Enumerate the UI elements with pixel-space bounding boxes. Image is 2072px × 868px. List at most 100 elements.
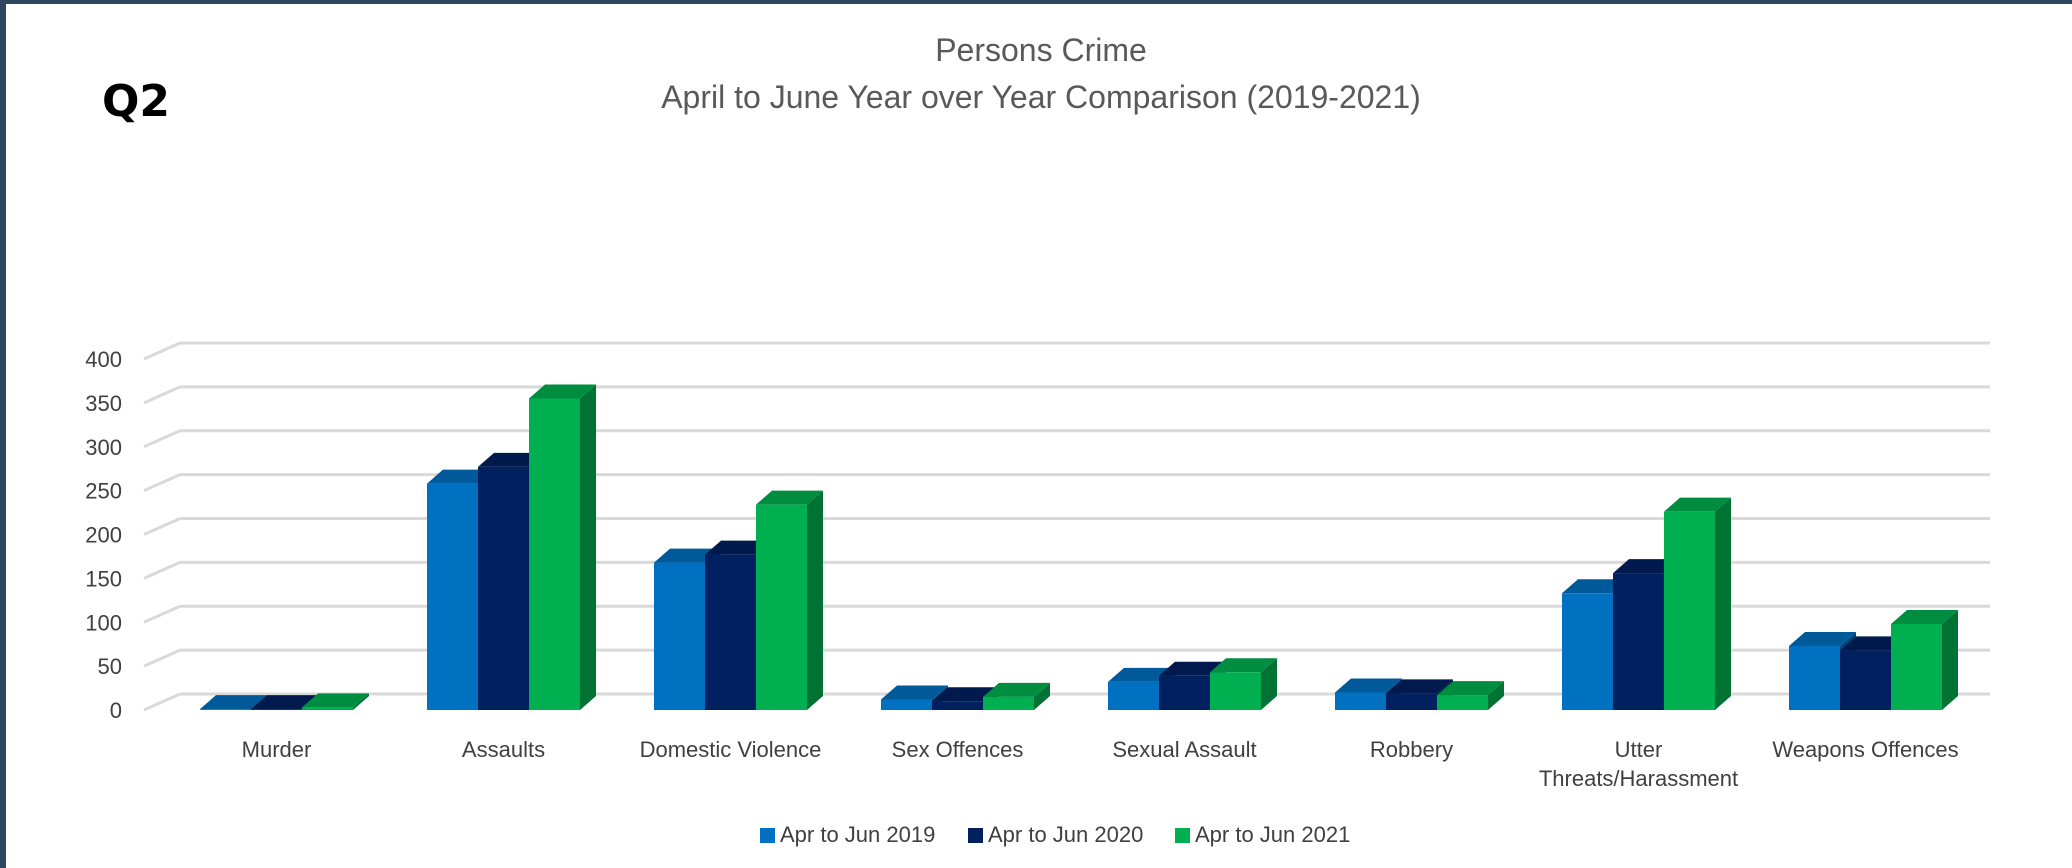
gridline-depth xyxy=(143,429,181,449)
legend-label: Apr to Jun 2021 xyxy=(1195,822,1350,847)
bar xyxy=(983,682,1050,710)
gridline-depth xyxy=(143,604,181,624)
bar-top xyxy=(529,384,596,399)
bar xyxy=(529,384,596,710)
y-tick-label: 400 xyxy=(85,347,122,372)
bar-top xyxy=(932,687,999,702)
y-tick-label: 200 xyxy=(85,523,122,548)
gridline-depth xyxy=(143,648,181,668)
y-tick-label: 50 xyxy=(98,654,122,679)
bar-side xyxy=(580,384,596,710)
gridline-depth xyxy=(143,385,181,405)
bar xyxy=(427,469,494,710)
bar-front xyxy=(1159,675,1210,710)
bar xyxy=(1891,610,1958,710)
y-tick-label: 300 xyxy=(85,435,122,460)
bar-top xyxy=(705,540,772,555)
bar-top xyxy=(478,452,545,467)
bar-top xyxy=(1613,559,1680,574)
y-axis-ticks: 0 50 100 150 200 250 300 350 400 xyxy=(85,347,122,723)
legend-label: Apr to Jun 2020 xyxy=(988,822,1143,847)
legend-label: Apr to Jun 2019 xyxy=(780,822,935,847)
bar-front xyxy=(654,562,705,710)
bar-front xyxy=(1210,672,1261,710)
bar-top xyxy=(302,693,369,708)
bar-front xyxy=(427,483,478,710)
bar-front xyxy=(932,701,983,710)
bar-top xyxy=(756,490,823,505)
bar-side xyxy=(807,490,823,710)
bar-top xyxy=(654,548,721,563)
bar-top xyxy=(1437,681,1504,696)
y-tick-label: 250 xyxy=(85,479,122,504)
x-category-label: Threats/Harassment xyxy=(1539,766,1738,791)
legend-item: Apr to Jun 2021 xyxy=(1175,822,1350,847)
y-tick-label: 100 xyxy=(85,610,122,635)
legend-swatch xyxy=(1175,828,1190,843)
chart-subtitle: April to June Year over Year Comparison … xyxy=(661,79,1421,115)
bar-side xyxy=(1034,682,1050,710)
chart-title: Persons Crime xyxy=(935,32,1147,68)
bar-front xyxy=(1437,695,1488,710)
quarter-badge: Q2 xyxy=(102,76,170,127)
bar-top xyxy=(1840,636,1907,651)
bar-front xyxy=(705,554,756,710)
bar xyxy=(1210,658,1277,710)
gridline-depth xyxy=(143,341,181,361)
legend-swatch xyxy=(760,828,775,843)
bar-top xyxy=(200,695,267,710)
bar-front xyxy=(1335,692,1386,710)
gridline-depth xyxy=(143,473,181,492)
bar-top xyxy=(1335,678,1402,693)
bar-front xyxy=(1108,681,1159,710)
bars xyxy=(200,384,1958,710)
chart-svg: Q2 Persons Crime April to June Year over… xyxy=(85,32,1990,847)
bar-top xyxy=(1108,667,1175,682)
bar-top xyxy=(1159,661,1226,676)
bar-front xyxy=(1562,593,1613,710)
x-category-label: Sexual Assault xyxy=(1112,737,1256,762)
bar-top xyxy=(1664,497,1731,512)
bar-front xyxy=(302,707,353,710)
bar xyxy=(1437,681,1504,710)
x-category-label: Utter xyxy=(1615,737,1663,762)
gridline-depth xyxy=(143,561,181,580)
bar-top xyxy=(1789,631,1856,646)
bar-top xyxy=(1562,579,1629,594)
bar-top xyxy=(1891,610,1958,625)
bar-front xyxy=(251,709,302,710)
gridline-depth xyxy=(143,517,181,536)
legend-swatch xyxy=(968,828,983,843)
bar-front xyxy=(1789,645,1840,710)
bar-top xyxy=(251,695,318,710)
y-tick-label: 150 xyxy=(85,566,122,591)
gridline-depth xyxy=(143,692,181,712)
bar-front xyxy=(1840,650,1891,710)
bar-front xyxy=(1613,573,1664,710)
x-category-label: Assaults xyxy=(462,737,545,762)
x-category-label: Sex Offences xyxy=(892,737,1024,762)
bar-front xyxy=(529,398,580,710)
bar-front xyxy=(478,466,529,710)
bar-top xyxy=(881,685,948,700)
bar-side xyxy=(1261,658,1277,710)
bar-front xyxy=(881,699,932,710)
x-category-label: Murder xyxy=(242,737,312,762)
bar xyxy=(302,693,369,710)
bar-front xyxy=(983,696,1034,710)
legend-item: Apr to Jun 2020 xyxy=(968,822,1143,847)
bar-front xyxy=(756,504,807,710)
bar-top xyxy=(427,469,494,484)
bar-front xyxy=(1386,693,1437,710)
chart-frame: Q2 Persons Crime April to June Year over… xyxy=(6,4,2072,868)
bar-front xyxy=(1891,624,1942,710)
x-category-label: Weapons Offences xyxy=(1772,737,1958,762)
bar-front xyxy=(200,709,251,710)
bar xyxy=(1664,497,1731,710)
bar-side xyxy=(353,693,369,710)
bar-front xyxy=(1664,511,1715,710)
bar xyxy=(756,490,823,710)
x-category-label: Domestic Violence xyxy=(640,737,822,762)
bar-side xyxy=(1942,610,1958,710)
x-category-label: Robbery xyxy=(1370,737,1453,762)
